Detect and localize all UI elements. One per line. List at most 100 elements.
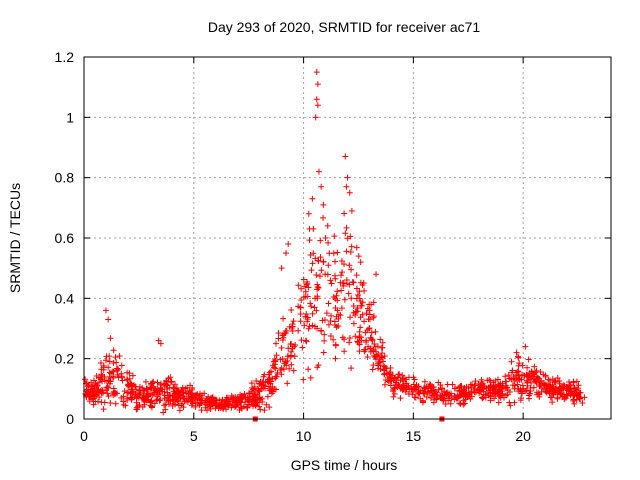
data-point — [325, 300, 332, 307]
data-point — [333, 292, 340, 299]
data-point — [511, 382, 518, 389]
data-point — [573, 378, 580, 385]
data-point — [135, 394, 142, 401]
data-point — [176, 407, 183, 414]
data-point — [112, 390, 119, 397]
data-point — [367, 348, 374, 355]
data-point — [348, 207, 355, 214]
data-point — [285, 345, 292, 352]
data-point — [333, 324, 340, 331]
x-tick-label: 15 — [406, 428, 422, 444]
data-point — [90, 401, 97, 408]
data-point — [356, 295, 363, 302]
data-point — [240, 403, 247, 410]
data-point — [175, 402, 182, 409]
data-point — [307, 300, 314, 307]
data-point — [157, 381, 164, 388]
data-point — [317, 273, 323, 280]
data-point — [550, 385, 557, 392]
data-point — [357, 314, 364, 321]
data-point — [332, 275, 339, 282]
data-point — [297, 304, 304, 311]
data-point — [514, 381, 521, 388]
data-point — [437, 382, 444, 389]
x-tick-label: 0 — [80, 428, 88, 444]
data-point — [172, 381, 179, 388]
x-tick-label: 5 — [190, 428, 198, 444]
data-point — [503, 378, 510, 385]
data-point — [577, 389, 584, 396]
data-point — [506, 399, 513, 406]
data-point — [338, 272, 345, 279]
data-point — [495, 399, 502, 406]
data-point — [128, 381, 135, 388]
data-point — [430, 383, 437, 390]
data-point — [320, 258, 327, 265]
data-point — [325, 321, 332, 328]
data-point — [423, 383, 430, 390]
data-point — [288, 307, 295, 314]
data-point — [309, 260, 316, 267]
data-point — [559, 386, 566, 393]
data-point — [478, 376, 485, 383]
data-point — [332, 342, 339, 349]
data-point — [344, 174, 351, 181]
data-point — [237, 391, 244, 398]
data-point — [303, 338, 310, 345]
data-point — [453, 395, 460, 402]
data-point — [270, 358, 277, 365]
data-point — [110, 347, 117, 354]
data-point — [340, 282, 347, 289]
data-point — [431, 396, 438, 403]
data-point — [279, 332, 286, 339]
data-point — [314, 293, 321, 300]
data-point — [341, 296, 348, 303]
data-point — [488, 382, 495, 389]
data-point — [372, 343, 379, 350]
data-point — [342, 230, 349, 237]
data-point — [366, 301, 373, 308]
data-point — [529, 372, 536, 379]
data-point — [309, 195, 316, 202]
data-point — [456, 384, 463, 391]
data-point — [350, 279, 357, 286]
data-point — [355, 253, 362, 260]
data-point — [275, 335, 282, 342]
data-point — [86, 398, 93, 405]
data-point — [325, 262, 332, 269]
data-point — [312, 114, 319, 121]
data-point — [535, 390, 542, 397]
data-point — [496, 383, 503, 390]
data-point — [98, 390, 105, 397]
data-point — [254, 394, 261, 401]
data-point — [515, 354, 522, 361]
data-point — [328, 280, 335, 287]
data-point — [288, 325, 295, 332]
data-point — [278, 344, 285, 351]
data-point — [522, 343, 529, 350]
data-point — [426, 381, 433, 388]
data-point — [545, 376, 552, 383]
data-point — [105, 393, 112, 400]
data-point — [367, 345, 374, 352]
data-point — [252, 390, 259, 397]
data-point — [365, 316, 372, 323]
data-point — [341, 210, 348, 217]
data-point — [438, 386, 445, 393]
data-point — [361, 348, 368, 355]
data-point — [228, 396, 235, 403]
data-point — [330, 250, 337, 257]
data-point — [282, 329, 289, 336]
data-point — [274, 369, 281, 376]
data-point — [154, 388, 161, 395]
data-point — [278, 265, 285, 272]
data-point — [315, 257, 322, 264]
x-tick-label: 20 — [515, 428, 531, 444]
data-point — [180, 404, 187, 411]
data-point — [513, 371, 520, 378]
data-point — [289, 323, 296, 330]
data-point — [258, 382, 265, 389]
data-point — [286, 365, 293, 372]
data-point — [402, 376, 409, 383]
